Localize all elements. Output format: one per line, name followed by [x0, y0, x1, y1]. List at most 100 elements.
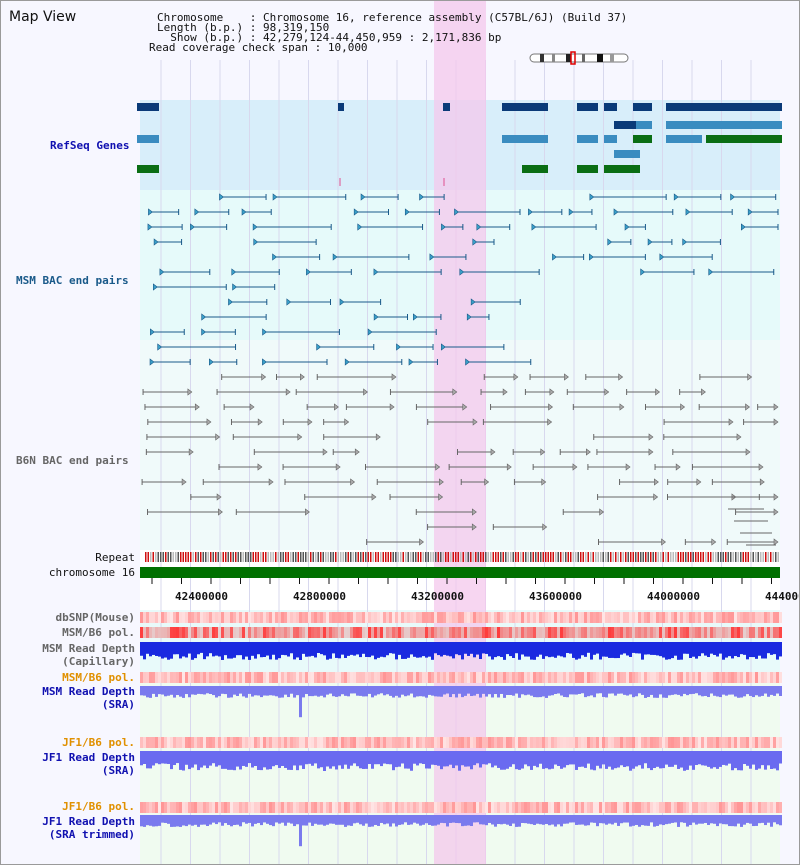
heatmap-cell — [737, 737, 740, 748]
read-depth-bar — [722, 642, 725, 660]
heatmap-cell — [656, 612, 659, 623]
heatmap-cell — [527, 672, 530, 683]
msm-bac-end — [201, 328, 207, 336]
heatmap-cell — [413, 802, 416, 813]
read-depth-bar — [401, 751, 404, 764]
read-depth-bar — [746, 815, 749, 823]
heatmap-cell — [428, 672, 431, 683]
heatmap-cell — [437, 612, 440, 623]
read-depth-bar — [272, 815, 275, 827]
heatmap-cell — [659, 627, 662, 638]
repeat-mark — [700, 552, 702, 562]
heatmap-cell — [230, 612, 233, 623]
msm-bac-end — [332, 253, 338, 261]
read-depth-bar — [482, 686, 485, 694]
msm-bac-end — [148, 208, 153, 216]
refseq-track-label[interactable]: RefSeq Genes — [50, 139, 130, 152]
heatmap-cell — [155, 627, 158, 638]
repeat-mark — [240, 552, 242, 562]
heatmap-cell — [284, 802, 287, 813]
repeat-mark — [765, 552, 767, 562]
heatmap-cell — [416, 737, 419, 748]
read-depth-bar — [701, 751, 704, 766]
read-depth-bar — [518, 751, 521, 770]
read-depth-bar — [683, 642, 686, 654]
dbsnp-track-label: dbSNP(Mouse) — [55, 611, 135, 624]
heatmap-cell — [575, 612, 578, 623]
heatmap-cell — [680, 627, 683, 638]
heatmap-cell — [530, 672, 533, 683]
read-depth-bar — [176, 686, 179, 696]
repeat-mark — [270, 552, 272, 562]
msm-bac-track-label[interactable]: MSM BAC end pairs — [16, 274, 129, 287]
heatmap-cell — [650, 672, 653, 683]
heatmap-cell — [317, 612, 320, 623]
read-depth-bar — [365, 815, 368, 824]
chromosome-value: : Chromosome 16, reference assembly (C57… — [249, 11, 628, 24]
gene-strand-marker — [633, 135, 637, 143]
heatmap-cell — [374, 672, 377, 683]
read-depth-bar — [491, 815, 494, 825]
b6n-bac-track-label[interactable]: B6N BAC end pairs — [16, 454, 129, 467]
repeat-mark — [330, 552, 332, 562]
msm-bac-end — [272, 193, 278, 201]
heatmap-cell — [653, 802, 656, 813]
read-depth-bar — [698, 686, 701, 696]
heatmap-cell — [422, 672, 425, 683]
read-depth-bar — [179, 686, 182, 697]
heatmap-cell — [452, 737, 455, 748]
heatmap-cell — [302, 612, 305, 623]
read-depth-bar — [188, 642, 191, 654]
read-depth-bar — [176, 815, 179, 827]
read-depth-bar — [740, 642, 743, 655]
heatmap-cell — [290, 612, 293, 623]
repeat-mark — [750, 552, 752, 562]
repeat-mark — [745, 552, 747, 562]
heatmap-cell — [665, 627, 668, 638]
b6n-bac-end — [471, 523, 477, 531]
read-depth-bar — [560, 686, 563, 696]
heatmap-cell — [176, 612, 179, 623]
heatmap-cell — [680, 612, 683, 623]
gene-strand-marker — [502, 103, 506, 111]
repeat-mark — [637, 552, 639, 562]
read-depth-bar — [158, 642, 161, 657]
heatmap-cell — [281, 612, 284, 623]
b6n-bac-end — [502, 388, 508, 396]
heatmap-cell — [440, 737, 443, 748]
read-depth-bar — [494, 815, 497, 827]
b6n-bac-end — [680, 403, 686, 411]
heatmap-cell — [440, 627, 443, 638]
heatmap-cell — [146, 802, 149, 813]
heatmap-cell — [377, 802, 380, 813]
heatmap-cell — [623, 612, 626, 623]
read-depth-bar — [515, 815, 518, 827]
repeat-mark — [355, 552, 357, 562]
repeat-mark — [565, 552, 567, 562]
heatmap-cell — [584, 737, 587, 748]
repeat-mark — [390, 552, 392, 562]
read-depth-bar — [440, 751, 443, 770]
read-depth-bar — [236, 686, 239, 697]
heatmap-cell — [188, 737, 191, 748]
read-depth-bar — [410, 751, 413, 771]
read-depth-bar — [779, 815, 782, 826]
heatmap-cell — [581, 802, 584, 813]
read-depth-bar — [716, 815, 719, 827]
heatmap-cell — [584, 672, 587, 683]
heatmap-cell — [275, 612, 278, 623]
heatmap-cell — [617, 627, 620, 638]
heatmap-cell — [146, 612, 149, 623]
repeat-mark — [382, 552, 384, 562]
repeat-mark — [487, 552, 489, 562]
read-depth-bar — [359, 815, 362, 825]
b6n-bac-end — [375, 433, 381, 441]
read-depth-bar — [344, 815, 347, 827]
repeat-mark — [670, 552, 672, 562]
repeat-mark — [550, 552, 552, 562]
repeat-mark — [562, 552, 564, 562]
read-depth-bar — [497, 642, 500, 657]
read-depth-bar — [692, 751, 695, 770]
